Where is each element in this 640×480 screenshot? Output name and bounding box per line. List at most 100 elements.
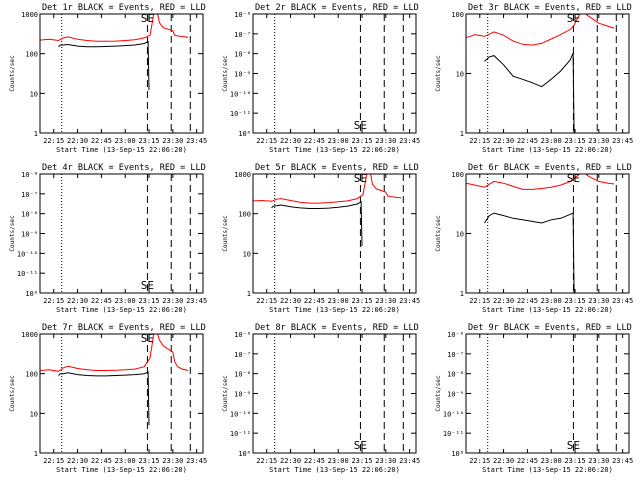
y-tick-label: 10 bbox=[456, 231, 464, 239]
y-tick-label: 10⁻⁸ bbox=[234, 371, 251, 379]
x-tick-label: 22:30 bbox=[67, 137, 88, 145]
y-tick-label: 10⁻⁶ bbox=[234, 11, 251, 19]
x-tick-label: 22:15 bbox=[256, 297, 277, 305]
x-tick-label: 22:15 bbox=[43, 297, 64, 305]
chart-title: Det 8r BLACK = Events, RED = LLD bbox=[255, 323, 419, 333]
y-tick-label: 10⁰ bbox=[451, 450, 464, 458]
x-tick-label: 23:00 bbox=[328, 297, 349, 305]
y-tick-label: 10⁻⁸ bbox=[21, 211, 38, 219]
y-tick-label: 10⁻¹⁰ bbox=[17, 250, 38, 258]
x-tick-label: 23:30 bbox=[162, 457, 183, 465]
y-axis-label: Counts/sec bbox=[222, 55, 229, 92]
x-tick-label: 22:45 bbox=[517, 137, 538, 145]
x-tick-label: 23:15 bbox=[564, 457, 585, 465]
x-tick-label: 23:15 bbox=[564, 297, 585, 305]
x-tick-label: 22:15 bbox=[256, 457, 277, 465]
y-tick-label: 10⁻¹¹ bbox=[443, 430, 464, 438]
y-tick-label: 10⁰ bbox=[238, 450, 251, 458]
y-tick-label: 10⁻⁷ bbox=[234, 351, 251, 359]
plot-frame bbox=[465, 13, 630, 134]
plot-frame bbox=[252, 13, 417, 134]
events-series-line bbox=[58, 40, 150, 91]
x-tick-label: 22:30 bbox=[493, 137, 514, 145]
x-tick-label: 23:30 bbox=[375, 457, 396, 465]
y-tick-label: 100 bbox=[451, 171, 464, 179]
y-tick-label: 10⁻¹⁰ bbox=[443, 410, 464, 418]
events-series-line bbox=[58, 371, 150, 426]
y-tick-label: 1 bbox=[34, 450, 38, 458]
x-tick-label: 22:45 bbox=[91, 297, 112, 305]
y-tick-label: 1 bbox=[460, 290, 464, 298]
x-tick-label: 22:15 bbox=[469, 297, 490, 305]
plot-frame bbox=[39, 13, 204, 134]
x-tick-label: 23:00 bbox=[115, 457, 136, 465]
x-tick-label: 23:45 bbox=[612, 457, 633, 465]
x-tick-label: 22:30 bbox=[67, 297, 88, 305]
se-marker-label: SE bbox=[567, 439, 580, 452]
y-tick-label: 10⁻⁸ bbox=[447, 371, 464, 379]
se-marker-label: SE bbox=[141, 332, 154, 345]
y-axis-label: Counts/sec bbox=[9, 215, 16, 252]
events-series-line bbox=[271, 200, 363, 247]
y-tick-label: 10⁻⁷ bbox=[21, 191, 38, 199]
x-tick-label: 23:45 bbox=[399, 137, 420, 145]
x-tick-label: 22:45 bbox=[304, 297, 325, 305]
y-axis-label: Counts/sec bbox=[435, 215, 442, 252]
lld-series-line bbox=[252, 173, 402, 204]
chart-title: Det 7r BLACK = Events, RED = LLD bbox=[42, 323, 206, 333]
y-tick-label: 10⁻⁶ bbox=[447, 331, 464, 339]
y-tick-label: 100 bbox=[451, 11, 464, 19]
se-marker-label: SE bbox=[354, 172, 367, 185]
x-tick-label: 23:45 bbox=[399, 457, 420, 465]
se-marker-label: SE bbox=[567, 12, 580, 25]
x-tick-label: 23:00 bbox=[115, 137, 136, 145]
x-tick-label: 23:30 bbox=[375, 137, 396, 145]
y-tick-label: 10⁻¹⁰ bbox=[230, 410, 251, 418]
y-tick-label: 10⁻¹¹ bbox=[17, 270, 38, 278]
x-tick-label: 22:30 bbox=[67, 457, 88, 465]
y-tick-label: 10 bbox=[456, 71, 464, 79]
y-axis-label: Counts/sec bbox=[222, 215, 229, 252]
x-tick-label: 22:30 bbox=[280, 137, 301, 145]
lld-series-line bbox=[465, 13, 615, 46]
x-axis-label: Start Time (13-Sep-15 22:06:20) bbox=[269, 146, 400, 154]
y-tick-label: 100 bbox=[25, 371, 38, 379]
x-tick-label: 23:00 bbox=[541, 297, 562, 305]
x-tick-label: 23:15 bbox=[138, 297, 159, 305]
x-tick-label: 22:45 bbox=[517, 457, 538, 465]
y-tick-label: 10⁻⁸ bbox=[234, 51, 251, 59]
y-tick-label: 10 bbox=[30, 410, 38, 418]
y-tick-label: 1 bbox=[34, 130, 38, 138]
x-tick-label: 23:45 bbox=[186, 457, 207, 465]
plot-frame bbox=[252, 333, 417, 454]
chart-panel-2: Det 2r BLACK = Events, RED = LLD 22:15 22:… bbox=[222, 3, 420, 154]
y-axis-label: Counts/sec bbox=[435, 55, 442, 92]
x-tick-label: 22:15 bbox=[469, 457, 490, 465]
x-tick-label: 23:30 bbox=[588, 457, 609, 465]
y-tick-label: 100 bbox=[25, 51, 38, 59]
x-tick-label: 23:15 bbox=[138, 137, 159, 145]
chart-title: Det 2r BLACK = Events, RED = LLD bbox=[255, 3, 419, 13]
chart-title: Det 6r BLACK = Events, RED = LLD bbox=[468, 163, 632, 173]
x-tick-label: 22:15 bbox=[469, 137, 490, 145]
x-tick-label: 23:30 bbox=[162, 297, 183, 305]
chart-title: Det 9r BLACK = Events, RED = LLD bbox=[468, 323, 632, 333]
y-tick-label: 10⁻⁶ bbox=[21, 171, 38, 179]
se-marker-label: SE bbox=[354, 119, 367, 132]
x-tick-label: 23:15 bbox=[351, 297, 372, 305]
x-tick-label: 22:15 bbox=[256, 137, 277, 145]
x-tick-label: 22:45 bbox=[304, 457, 325, 465]
lld-series-line bbox=[39, 333, 189, 372]
x-tick-label: 23:00 bbox=[541, 457, 562, 465]
y-tick-label: 10⁻⁷ bbox=[447, 351, 464, 359]
y-tick-label: 10⁻⁹ bbox=[234, 71, 251, 79]
x-axis-label: Start Time (13-Sep-15 22:06:20) bbox=[482, 466, 613, 474]
plot-frame bbox=[39, 333, 204, 454]
plot-frame bbox=[465, 173, 630, 294]
y-tick-label: 10⁻⁹ bbox=[21, 231, 38, 239]
x-tick-label: 23:45 bbox=[186, 137, 207, 145]
y-tick-label: 10⁰ bbox=[238, 130, 251, 138]
x-axis-label: Start Time (13-Sep-15 22:06:20) bbox=[56, 466, 187, 474]
